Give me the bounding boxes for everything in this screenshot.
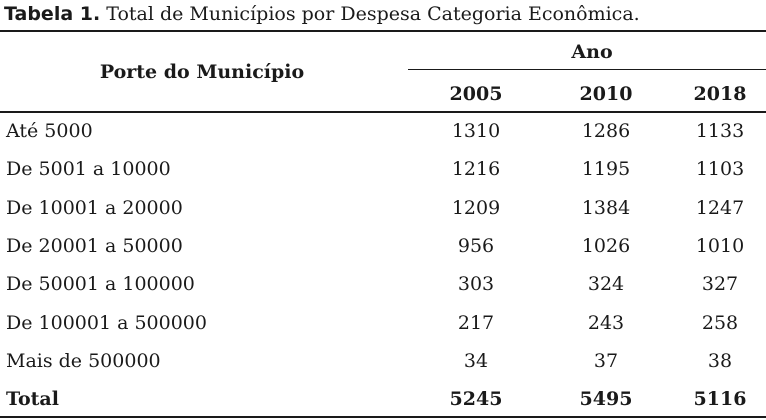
top-rule	[0, 30, 766, 32]
caption-label: Tabela 1.	[4, 3, 101, 25]
cell: 1103	[695, 158, 745, 181]
row-label: Mais de 500000	[6, 349, 161, 372]
cell: 1216	[451, 158, 501, 181]
cell: 258	[701, 311, 739, 334]
bottom-rule	[0, 416, 766, 418]
cell: 1026	[581, 234, 631, 257]
column-header: 2010	[579, 83, 633, 105]
header-rule	[0, 111, 766, 113]
cell: 243	[587, 311, 625, 334]
row-label: De 5001 a 10000	[6, 158, 171, 181]
total-cell: 5116	[693, 388, 747, 410]
row-header: Porte do Município	[99, 61, 305, 83]
column-header: 2018	[693, 83, 747, 105]
row-label: De 100001 a 500000	[6, 311, 207, 334]
total-cell: 5245	[449, 388, 503, 410]
cell: 303	[457, 273, 495, 296]
column-header: 2005	[449, 83, 503, 105]
cell: 1209	[451, 196, 501, 219]
cell: 324	[587, 273, 625, 296]
group-rule	[408, 69, 766, 70]
group-header: Ano	[571, 41, 613, 63]
row-label: De 10001 a 20000	[6, 196, 183, 219]
cell: 1310	[451, 120, 501, 142]
cell: 1384	[581, 196, 631, 219]
cell: 38	[707, 349, 733, 372]
row-label: Até 5000	[6, 120, 93, 142]
cell: 1195	[581, 158, 631, 181]
caption: Tabela 1. Total de Municípios por Despes…	[4, 2, 640, 26]
cell: 1286	[581, 120, 631, 142]
cell: 34	[463, 349, 489, 372]
row-label: De 50001 a 100000	[6, 273, 195, 296]
row-label: De 20001 a 50000	[6, 234, 183, 257]
total-cell: 5495	[579, 388, 633, 410]
cell: 1010	[695, 234, 745, 257]
cell: 37	[593, 349, 619, 372]
cell: 327	[701, 273, 739, 296]
cell: 956	[457, 234, 495, 257]
cell: 217	[457, 311, 495, 334]
caption-text: Total de Municípios por Despesa Categori…	[106, 3, 640, 25]
cell: 1247	[695, 196, 745, 219]
total-label: Total	[6, 388, 59, 410]
cell: 1133	[695, 120, 745, 142]
